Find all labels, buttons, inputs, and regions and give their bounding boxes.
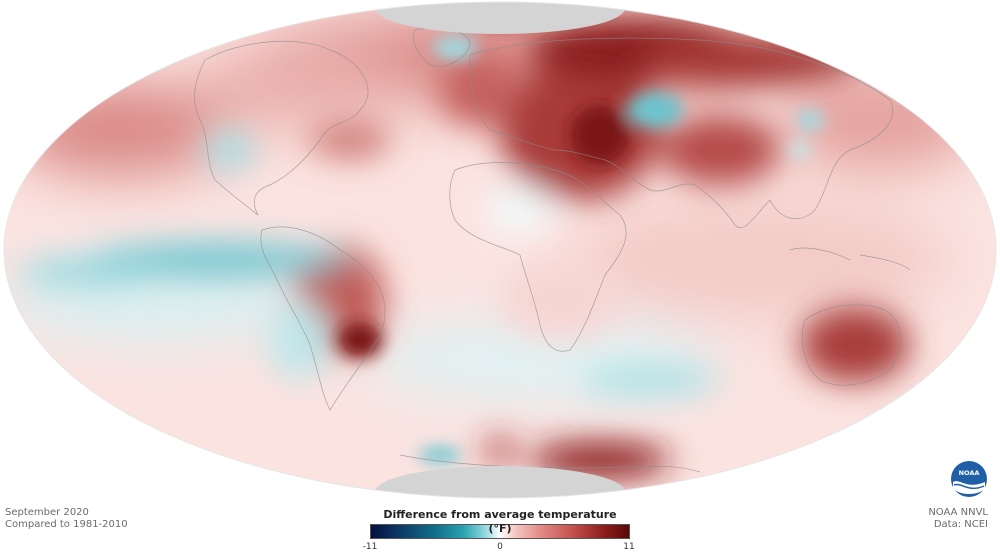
- producer-label: NOAA NNVL: [928, 507, 988, 518]
- north-pole-mask: [375, 2, 625, 34]
- coastlines: [194, 27, 911, 473]
- legend-min-label: -11: [362, 542, 378, 552]
- legend-mid-label: 0: [497, 542, 503, 552]
- noaa-logo-text: NOAA: [959, 469, 980, 477]
- legend-title: Difference from average temperature (°F): [383, 508, 617, 535]
- credits: NOAA NNVL Data: NCEI: [928, 507, 988, 531]
- africa-outline: [449, 162, 627, 352]
- globe-edge: [3, 1, 997, 499]
- legend-max-label: 11: [623, 542, 635, 552]
- noaa-logo: NOAA: [951, 461, 987, 497]
- eurasia-outline: [469, 37, 893, 228]
- north-america-outline: [194, 40, 369, 216]
- australia-outline: [801, 304, 902, 386]
- legend-color-bar: [370, 524, 630, 539]
- south-america-outline: [260, 226, 386, 411]
- globe: [4, 2, 996, 498]
- data-source-label: Data: NCEI: [933, 519, 988, 530]
- southeast-asia-islands: [789, 247, 911, 271]
- baseline-label: Compared to 1981-2010: [5, 519, 128, 530]
- south-pole-mask: [375, 466, 625, 498]
- antarctica-outline: [399, 454, 701, 473]
- color-legend: Difference from average temperature (°F)…: [363, 508, 635, 552]
- month-label: September 2020: [5, 507, 89, 518]
- map-metadata: September 2020 Compared to 1981-2010: [5, 507, 128, 531]
- world-temperature-anomaly-map: [3, 1, 997, 499]
